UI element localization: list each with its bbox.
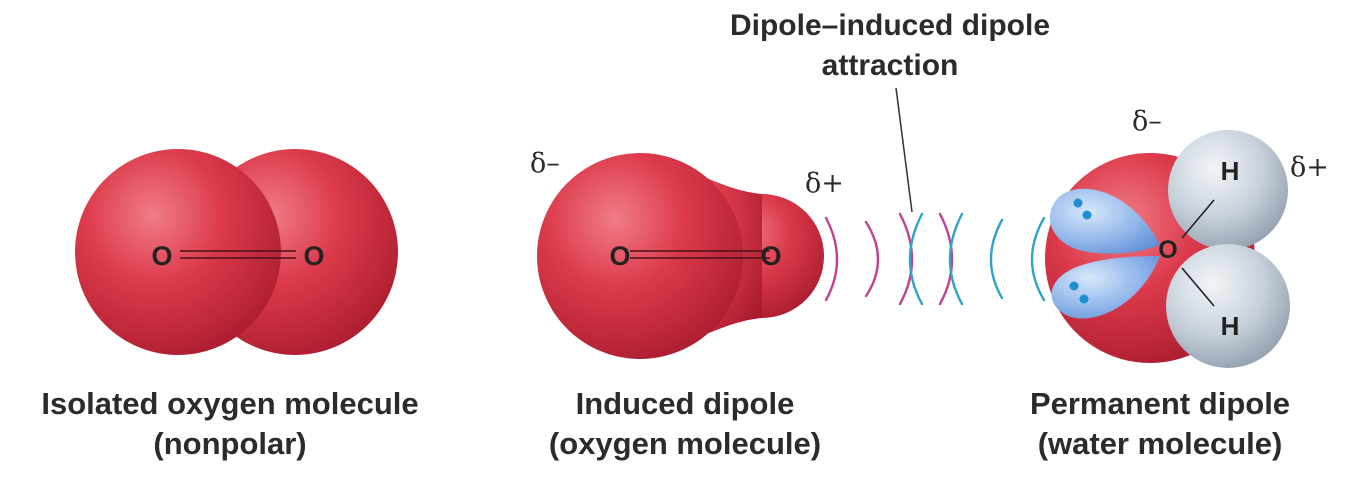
- hydrogen-label: H: [1221, 311, 1240, 341]
- partial-negative-charge-label: δ–: [530, 148, 560, 179]
- lone-pair-electron-dot: [1073, 198, 1083, 208]
- lone-pair-electron-dot: [1082, 210, 1092, 220]
- magenta-wave-arc: [898, 212, 914, 306]
- partial-positive-charge-label: δ+: [805, 168, 844, 199]
- title-leader-line: [895, 87, 913, 213]
- caption-line-2: (nonpolar): [153, 426, 307, 461]
- oxygen-label: O: [1158, 236, 1177, 264]
- lone-pair-lobe: [1051, 256, 1160, 319]
- magenta-wave-arc: [864, 220, 880, 298]
- oh-bond-line: [1181, 199, 1215, 239]
- water-molecule: O H H δ– δ+: [1045, 106, 1329, 368]
- caption-line-2: (water molecule): [1037, 426, 1283, 461]
- oh-bond-line: [1181, 267, 1215, 307]
- interaction-title: Dipole–induced dipole attraction: [680, 6, 1100, 86]
- magenta-wave-arc: [824, 216, 839, 302]
- title-line-1: Dipole–induced dipole: [729, 9, 1051, 42]
- cyan-wave-arc: [948, 212, 964, 306]
- partial-negative-charge-label: δ–: [1132, 106, 1162, 137]
- hydrogen-atom-sphere: [1166, 244, 1290, 368]
- isolated-oxygen-caption: Isolated oxygen molecule (nonpolar): [0, 384, 460, 464]
- permanent-dipole-caption: Permanent dipole (water molecule): [980, 384, 1340, 464]
- oxygen-label: O: [303, 241, 324, 271]
- oxygen-label: O: [760, 241, 781, 271]
- partial-positive-charge-label: δ+: [1290, 152, 1329, 183]
- title-line-2: attraction: [821, 49, 959, 82]
- caption-line-2: (oxygen molecule): [548, 426, 822, 461]
- lone-pair-electron-dot: [1079, 294, 1089, 304]
- induced-dipole-oxygen-molecule: O O δ– δ+: [530, 148, 844, 359]
- hydrogen-label: H: [1221, 156, 1240, 186]
- oxygen-label: O: [609, 241, 630, 271]
- caption-line-1: Isolated oxygen molecule: [41, 386, 419, 421]
- magenta-wave-arc: [938, 212, 954, 306]
- attraction-waves: [824, 212, 1046, 306]
- lone-pair-electron-dot: [1069, 281, 1079, 291]
- oxygen-atom-sphere: [75, 149, 281, 355]
- hydrogen-atom-sphere: [1168, 130, 1288, 250]
- cyan-wave-arc: [1030, 216, 1046, 302]
- oxygen-atom-sphere: [537, 153, 743, 359]
- caption-line-1: Induced dipole: [575, 386, 795, 421]
- cyan-wave-arc: [908, 212, 924, 306]
- isolated-oxygen-molecule: O O: [75, 149, 398, 355]
- induced-dipole-caption: Induced dipole (oxygen molecule): [500, 384, 870, 464]
- cyan-wave-arc: [989, 218, 1004, 300]
- oxygen-label: O: [151, 241, 172, 271]
- caption-line-1: Permanent dipole: [1029, 386, 1291, 421]
